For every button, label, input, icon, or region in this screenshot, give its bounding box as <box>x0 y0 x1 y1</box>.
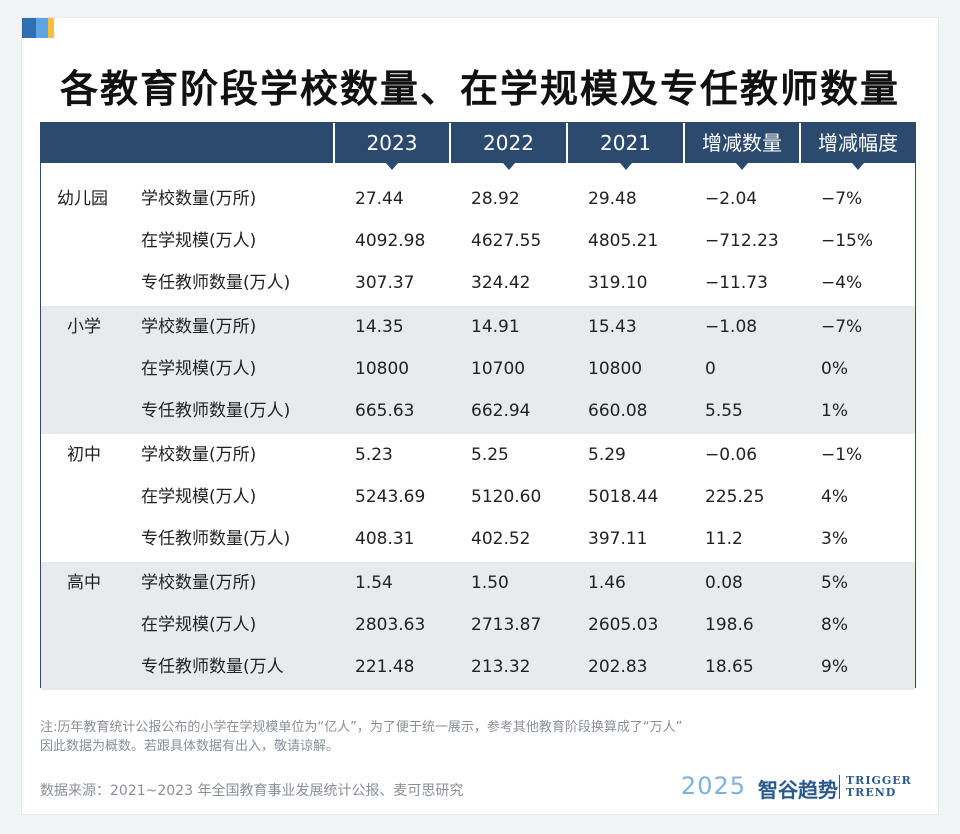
header-2021: 2021 <box>566 123 683 170</box>
metric-label: 学校数量(万所) <box>141 317 257 337</box>
value-cell: 397.11 <box>588 529 648 549</box>
header-2022: 2022 <box>449 123 566 170</box>
value-cell: 29.48 <box>588 189 637 209</box>
value-cell: 28.92 <box>471 189 520 209</box>
value-cell: 10800 <box>355 359 410 379</box>
value-cell: 2713.87 <box>471 615 542 635</box>
value-cell: 213.32 <box>471 657 531 677</box>
group-high-school: 高中 学校数量(万所) 1.54 1.50 1.46 0.08 5% 在学规模(… <box>41 562 915 690</box>
data-source: 数据来源：2021~2023 年全国教育事业发展统计公报、麦可思研究 <box>40 783 464 799</box>
value-cell: 4805.21 <box>588 231 659 251</box>
header-change-rate: 增减幅度 <box>799 123 915 170</box>
footnote: 注:历年教育统计公报公布的小学在学规模单位为“亿人”，为了便于统一展示，参考其他… <box>40 718 920 756</box>
value-cell: 319.10 <box>588 273 648 293</box>
value-cell: 10800 <box>588 359 643 379</box>
data-table: 2023 2022 2021 增减数量 增减幅度 幼儿园 学校数量(万所) 27… <box>40 122 916 690</box>
footnote-line-2: 因此数据为概数。若跟具体数据有出入，敬请谅解。 <box>40 739 340 754</box>
value-cell: 402.52 <box>471 529 531 549</box>
group-kindergarten: 幼儿园 学校数量(万所) 27.44 28.92 29.48 −2.04 −7%… <box>41 178 915 306</box>
brand-name: 智谷趋势 <box>758 778 838 802</box>
metric-label: 专任教师数量(万人 <box>141 657 284 677</box>
category-label: 高中 <box>67 573 101 593</box>
value-cell: 14.35 <box>355 317 404 337</box>
value-cell: 408.31 <box>355 529 415 549</box>
metric-label: 在学规模(万人) <box>141 615 257 635</box>
metric-label: 学校数量(万所) <box>141 573 257 593</box>
value-cell: 225.25 <box>705 487 765 507</box>
value-cell: 4% <box>821 487 848 507</box>
metric-label: 学校数量(万所) <box>141 189 257 209</box>
metric-label: 在学规模(万人) <box>141 359 257 379</box>
group-primary-school: 小学 学校数量(万所) 14.35 14.91 15.43 −1.08 −7% … <box>41 306 915 434</box>
value-cell: 11.2 <box>705 529 743 549</box>
value-cell: 27.44 <box>355 189 404 209</box>
metric-label: 学校数量(万所) <box>141 445 257 465</box>
page-title: 各教育阶段学校数量、在学规模及专任教师数量 <box>59 67 900 111</box>
corner-logo-mark <box>22 18 54 38</box>
header-change-amount: 增减数量 <box>683 123 799 170</box>
value-cell: 198.6 <box>705 615 754 635</box>
value-cell: 5120.60 <box>471 487 542 507</box>
brand-year: 2025 <box>680 772 746 800</box>
category-label: 幼儿园 <box>57 189 108 209</box>
value-cell: −15% <box>821 231 874 251</box>
value-cell: 5.29 <box>588 445 626 465</box>
value-cell: 5243.69 <box>355 487 426 507</box>
value-cell: 0 <box>705 359 716 379</box>
value-cell: 324.42 <box>471 273 531 293</box>
value-cell: 18.65 <box>705 657 754 677</box>
value-cell: 9% <box>821 657 848 677</box>
value-cell: 4627.55 <box>471 231 542 251</box>
metric-label: 专任教师数量(万人) <box>141 529 291 549</box>
value-cell: −1.08 <box>705 317 758 337</box>
value-cell: 5.25 <box>471 445 509 465</box>
value-cell: −712.23 <box>705 231 779 251</box>
value-cell: 3% <box>821 529 848 549</box>
value-cell: 660.08 <box>588 401 648 421</box>
value-cell: 10700 <box>471 359 526 379</box>
category-label: 小学 <box>67 317 101 337</box>
value-cell: 665.63 <box>355 401 415 421</box>
table-header: 2023 2022 2021 增减数量 增减幅度 <box>41 123 915 170</box>
value-cell: −7% <box>821 317 863 337</box>
value-cell: 5.55 <box>705 401 743 421</box>
metric-label: 专任教师数量(万人) <box>141 273 291 293</box>
value-cell: 14.91 <box>471 317 520 337</box>
value-cell: −2.04 <box>705 189 758 209</box>
value-cell: −11.73 <box>705 273 768 293</box>
value-cell: 1.54 <box>355 573 393 593</box>
value-cell: 221.48 <box>355 657 415 677</box>
value-cell: 5018.44 <box>588 487 659 507</box>
value-cell: 202.83 <box>588 657 648 677</box>
brand-english: TRIGGER TREND <box>839 775 924 799</box>
value-cell: 4092.98 <box>355 231 426 251</box>
value-cell: 2803.63 <box>355 615 426 635</box>
value-cell: −0.06 <box>705 445 758 465</box>
value-cell: 5% <box>821 573 848 593</box>
value-cell: 0.08 <box>705 573 743 593</box>
metric-label: 专任教师数量(万人) <box>141 401 291 421</box>
value-cell: 1% <box>821 401 848 421</box>
value-cell: 5.23 <box>355 445 393 465</box>
category-label: 初中 <box>67 445 101 465</box>
value-cell: 1.46 <box>588 573 626 593</box>
value-cell: 1.50 <box>471 573 509 593</box>
value-cell: −4% <box>821 273 863 293</box>
value-cell: 307.37 <box>355 273 415 293</box>
value-cell: −7% <box>821 189 863 209</box>
value-cell: 2605.03 <box>588 615 659 635</box>
value-cell: 662.94 <box>471 401 531 421</box>
value-cell: −1% <box>821 445 863 465</box>
footnote-line-1: 注:历年教育统计公报公布的小学在学规模单位为“亿人”，为了便于统一展示，参考其他… <box>40 720 683 735</box>
infographic-card: 各教育阶段学校数量、在学规模及专任教师数量 2023 2022 2021 增减数… <box>22 18 938 814</box>
value-cell: 15.43 <box>588 317 637 337</box>
metric-label: 在学规模(万人) <box>141 231 257 251</box>
value-cell: 8% <box>821 615 848 635</box>
metric-label: 在学规模(万人) <box>141 487 257 507</box>
value-cell: 0% <box>821 359 848 379</box>
header-2023: 2023 <box>333 123 449 170</box>
group-middle-school: 初中 学校数量(万所) 5.23 5.25 5.29 −0.06 −1% 在学规… <box>41 434 915 562</box>
